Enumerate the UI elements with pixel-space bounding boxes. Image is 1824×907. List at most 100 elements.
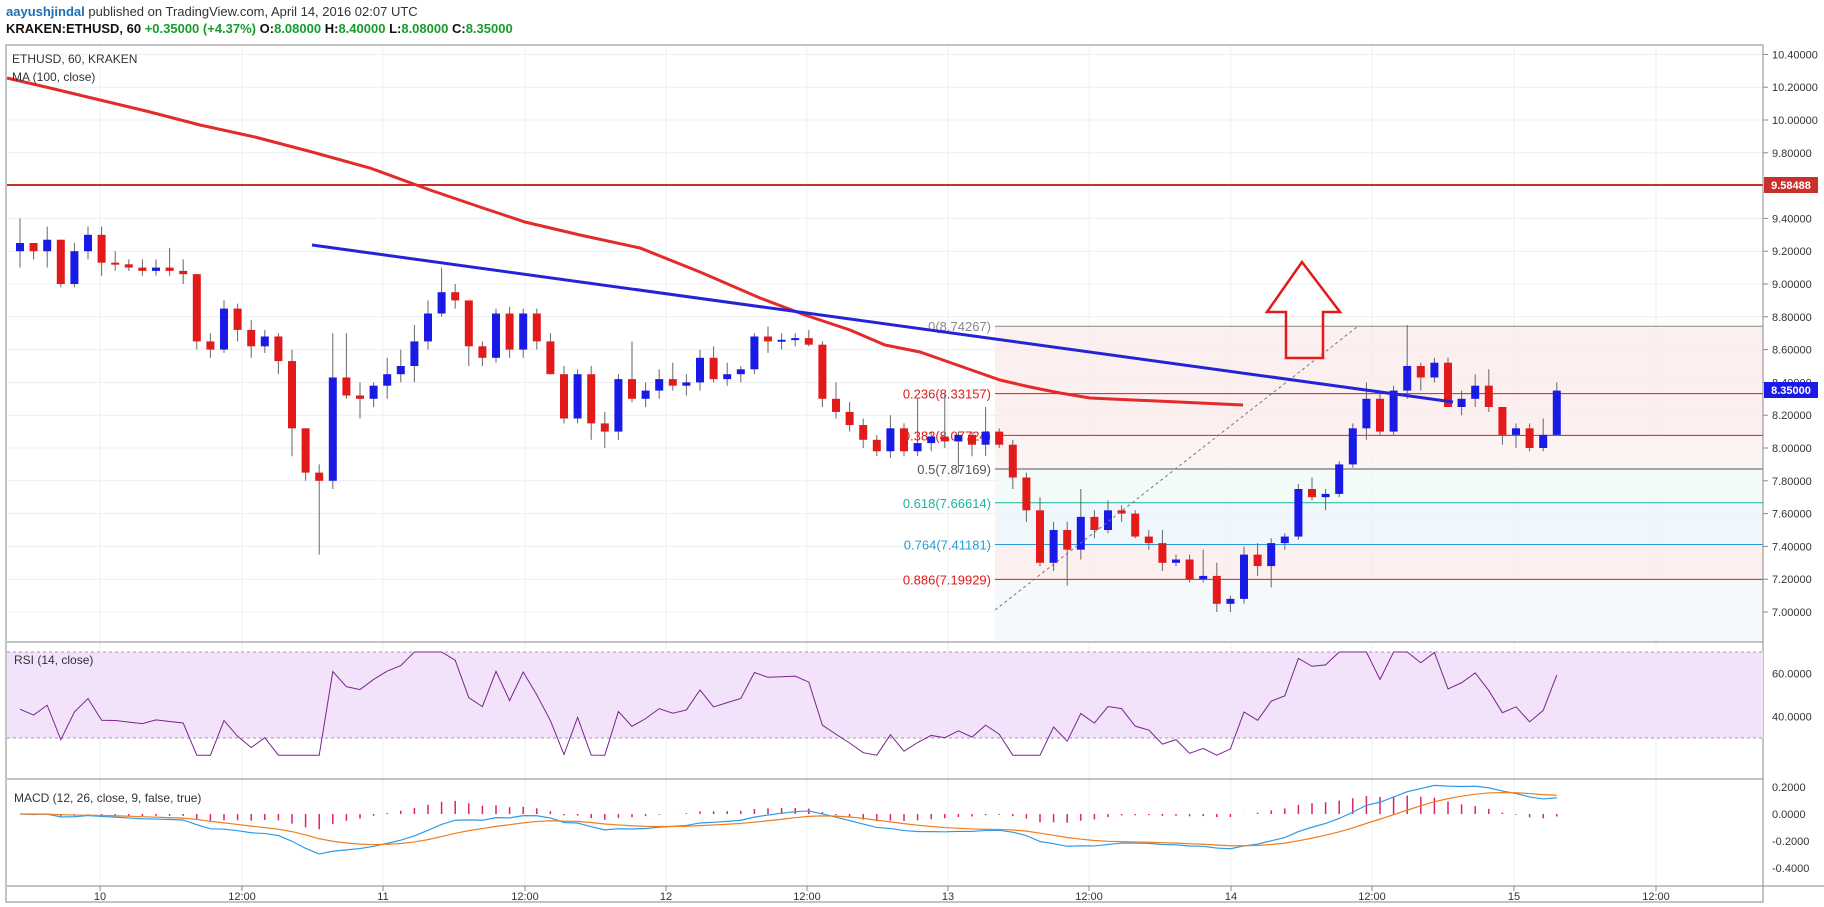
price-tick-label: 9.00000 [1772, 279, 1812, 291]
trading-chart[interactable]: 0(8.74267)0.236(8.33157)0.382(8.07724)0.… [0, 42, 1824, 907]
candle-body [1430, 362, 1439, 378]
candle-body [1212, 575, 1221, 604]
price-tick-label: 7.00000 [1772, 607, 1812, 619]
candle-body [1389, 390, 1398, 432]
high-value: 8.40000 [338, 21, 386, 36]
candle-body [1131, 513, 1140, 537]
candle-body [124, 264, 133, 268]
fib-level-label: 0.618(7.66614) [903, 496, 991, 511]
rsi-band [7, 652, 1763, 738]
candle-body [1539, 434, 1548, 448]
candle-body [1253, 554, 1262, 567]
candle-body [818, 344, 827, 399]
publish-line: aayushjindal published on TradingView.co… [6, 4, 418, 19]
candle-body [1348, 428, 1357, 465]
candle-body [478, 346, 487, 358]
candle-body [1444, 362, 1452, 407]
candle-body [913, 443, 922, 452]
candle-body [301, 428, 310, 473]
candle-body [505, 313, 514, 350]
candle-body [1104, 510, 1112, 530]
candle-body [1158, 543, 1167, 563]
candle-body [587, 374, 596, 424]
macd-pane: 0.2000 0.0000 -0.2000 -0.4000 [19, 782, 1809, 875]
ohlc-line: KRAKEN:ETHUSD, 60 +0.35000 (+4.37%) O:8.… [6, 21, 513, 36]
fib-zone-band [995, 435, 1763, 470]
symbol-legend: ETHUSD, 60, KRAKEN [12, 52, 137, 66]
candle-body [532, 313, 541, 342]
candle-body [29, 243, 38, 252]
resistance-price-tag: 9.58488 [1764, 177, 1818, 193]
candle-body [927, 436, 936, 444]
candle-body [614, 379, 623, 432]
candle-body [1471, 385, 1480, 399]
change-value: +0.35000 (+4.37%) [144, 21, 257, 36]
candle-body [1172, 559, 1180, 563]
candle-body [804, 338, 813, 345]
fib-level-label: 0.236(8.33157) [903, 387, 991, 402]
candle-body [165, 267, 174, 271]
time-tick-label: 15 [1508, 891, 1520, 903]
low-value: 8.08000 [401, 21, 449, 36]
candle-body [723, 374, 732, 380]
candle-body [152, 267, 160, 271]
time-tick-label: 12:00 [1642, 891, 1670, 903]
rsi-tick-label: 60.0000 [1772, 669, 1812, 681]
candle-body [1117, 510, 1126, 514]
rsi-tick-label: 40.0000 [1772, 712, 1812, 724]
candle-body [886, 428, 895, 452]
candle-body [750, 336, 759, 370]
candle-body [546, 341, 555, 375]
candle-body [995, 431, 1004, 445]
candle-body [954, 434, 963, 442]
publish-info: published on TradingView.com, April 14, … [88, 4, 418, 19]
price-axis: 7.00000 7.20000 7.40000 7.60000 7.80000 8.000… [1763, 49, 1818, 619]
candle-body [791, 338, 800, 341]
candle-body [342, 377, 351, 396]
candle-body [696, 357, 704, 383]
candle-body [16, 243, 24, 252]
candle-body [600, 423, 609, 432]
price-tick-label: 10.40000 [1772, 49, 1818, 61]
macd-line [19, 784, 1557, 855]
fib-zone [995, 326, 1763, 642]
candle-body [641, 390, 650, 399]
candle-body [519, 313, 528, 350]
author-link[interactable]: aayushjindal [6, 4, 85, 19]
candle-body [1199, 575, 1208, 580]
candle-body [288, 361, 296, 429]
candle-body [1308, 489, 1316, 498]
candle-body [84, 234, 92, 252]
close-value: 8.35000 [465, 21, 513, 36]
candle-body [1552, 390, 1561, 435]
time-tick-label: 12:00 [793, 891, 821, 903]
candle-body [1457, 398, 1466, 407]
candle-body [1335, 464, 1344, 494]
price-tick-label: 9.20000 [1772, 246, 1812, 258]
candle-body [1049, 530, 1058, 563]
candle-body [1498, 407, 1507, 435]
candle-body [1321, 493, 1330, 498]
price-tick-label: 8.20000 [1772, 410, 1812, 422]
candle-body [111, 262, 120, 265]
candle-body [274, 336, 283, 362]
chart-header: aayushjindal published on TradingView.co… [0, 0, 1824, 42]
candle-body [492, 313, 500, 358]
candle-body [1267, 543, 1276, 567]
time-tick-label: 14 [1225, 891, 1237, 903]
candle-body [1484, 385, 1493, 407]
candle-body [859, 425, 868, 440]
fib-dashed-trendline [994, 326, 1358, 611]
candle-body [872, 439, 881, 452]
macd-tick-label: 0.0000 [1772, 809, 1806, 821]
candle-body [1240, 554, 1248, 599]
candle-body [43, 239, 52, 252]
price-tick-label: 10.00000 [1772, 115, 1818, 127]
candle-body [709, 357, 718, 380]
high-label: H: [324, 21, 339, 36]
candle-body [1036, 510, 1044, 563]
time-tick-label: 12:00 [228, 891, 256, 903]
candle-body [1376, 398, 1384, 432]
candle-body [845, 411, 854, 426]
candle-body [1063, 530, 1072, 550]
